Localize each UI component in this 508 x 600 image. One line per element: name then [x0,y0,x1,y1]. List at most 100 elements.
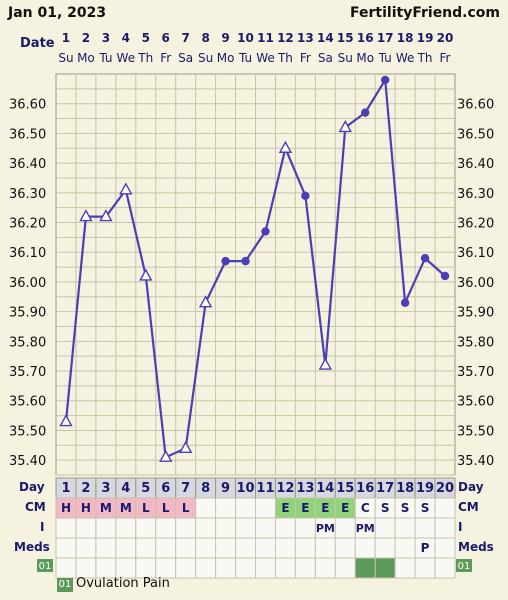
date-label: 5 [142,31,150,45]
weekday-label: Fr [160,51,171,65]
i-cell [175,517,197,539]
day-number: 14 [316,481,334,496]
meds-cell [155,537,177,559]
date-label: 6 [162,31,170,45]
y-tick-label: 35.70 [457,365,494,380]
weekday-label: Su [198,51,213,65]
y-tick-label: 35.50 [457,424,494,439]
temperature-point [440,271,450,281]
cm-cell [195,497,217,519]
meds-cell [294,537,316,559]
meds-cell [334,537,356,559]
day-number: 15 [336,481,354,496]
weekday-label: Su [338,51,353,65]
y-tick-label: 36.20 [457,217,494,232]
ovulation-pain-cell [374,557,396,579]
day-number: 19 [416,481,434,496]
weekday-label: We [256,51,275,65]
day-number: 4 [121,481,130,496]
date-label: 10 [237,31,254,45]
date-label: 18 [397,31,414,45]
y-tick-label: 36.10 [9,246,46,261]
temperature-point [380,75,390,85]
temperature-point-open [178,440,193,453]
ov-badge-right: 01 [456,559,472,572]
temperature-point-open [79,209,93,222]
y-tick-label: 36.00 [9,276,46,291]
weekday-label: Mo [356,51,374,65]
legend-badge: 01 [57,578,73,592]
ov-badge-right-text: 01 [458,561,471,572]
temperature-point [241,256,250,266]
chart-date: Jan 01, 2023 [7,5,106,21]
day-row-label: Day [19,480,45,494]
temperature-point [221,256,230,266]
y-tick-label: 35.50 [9,424,46,439]
temperature-point [261,227,270,236]
i-cell [115,517,137,539]
cm-value: E [281,501,289,515]
y-tick-label: 36.00 [457,276,494,291]
date-label: 7 [181,31,189,45]
y-tick-label: 35.90 [9,306,46,321]
i-cell [135,517,157,539]
temperature-point [420,253,430,263]
site-name: FertilityFriend.com [350,5,500,21]
temperature-point [400,298,410,307]
date-label: 15 [337,31,354,45]
meds-cell [135,537,157,559]
y-tick-label: 36.20 [9,217,46,232]
meds-row-label-right: Meds [458,540,494,554]
meds-cell [195,537,217,559]
ovulation-pain-cell [155,557,177,579]
weekday-label: Mo [217,51,235,65]
day-number: 5 [141,481,150,496]
y-tick-label: 36.30 [457,187,494,202]
weekday-label: Tu [98,51,112,65]
i-cell [334,517,356,539]
i-cell [274,517,296,539]
date-row-label: Date [20,36,55,51]
day-number: 11 [256,481,274,496]
meds-cell [354,537,376,559]
ov-badge-left: 01 [37,559,53,572]
i-cell [434,517,456,539]
day-number: 6 [161,481,170,496]
day-number: 8 [201,481,210,496]
weekday-label: Sa [318,51,333,65]
temperature-point-open [318,357,333,370]
meds-cell [434,537,456,559]
date-label: 1 [62,31,70,45]
meds-cell [255,537,276,559]
i-cell [75,517,97,539]
legend-ovulation-pain: Ovulation Pain [76,576,170,591]
ov-badge-left-text: 01 [39,561,52,572]
meds-cell [235,537,257,559]
y-tick-label: 35.90 [457,306,494,321]
cm-cell [215,497,237,519]
day-number: 12 [276,481,294,496]
cm-cell [434,497,456,519]
meds-cell [215,537,237,559]
day-number: 3 [101,481,110,496]
ovulation-pain-cell [75,557,97,579]
i-value: PM [356,522,375,535]
day-number: 2 [81,481,90,496]
cm-value: S [401,501,410,515]
date-label: 13 [297,31,314,45]
temperature-series [59,75,450,462]
cm-value: S [421,501,430,515]
temperature-point-open [119,182,133,195]
y-tick-label: 36.60 [9,98,46,113]
weekday-label: Su [58,51,73,65]
temperature-point-open [159,449,173,462]
cm-row-label-right: CM [458,500,479,514]
i-cell [215,517,237,539]
ovulation-pain-cell [354,557,376,579]
y-tick-label: 35.80 [9,335,46,350]
date-label: 8 [201,31,209,45]
i-cell [414,517,436,539]
cm-value: E [301,501,309,515]
meds-cell [55,537,77,559]
